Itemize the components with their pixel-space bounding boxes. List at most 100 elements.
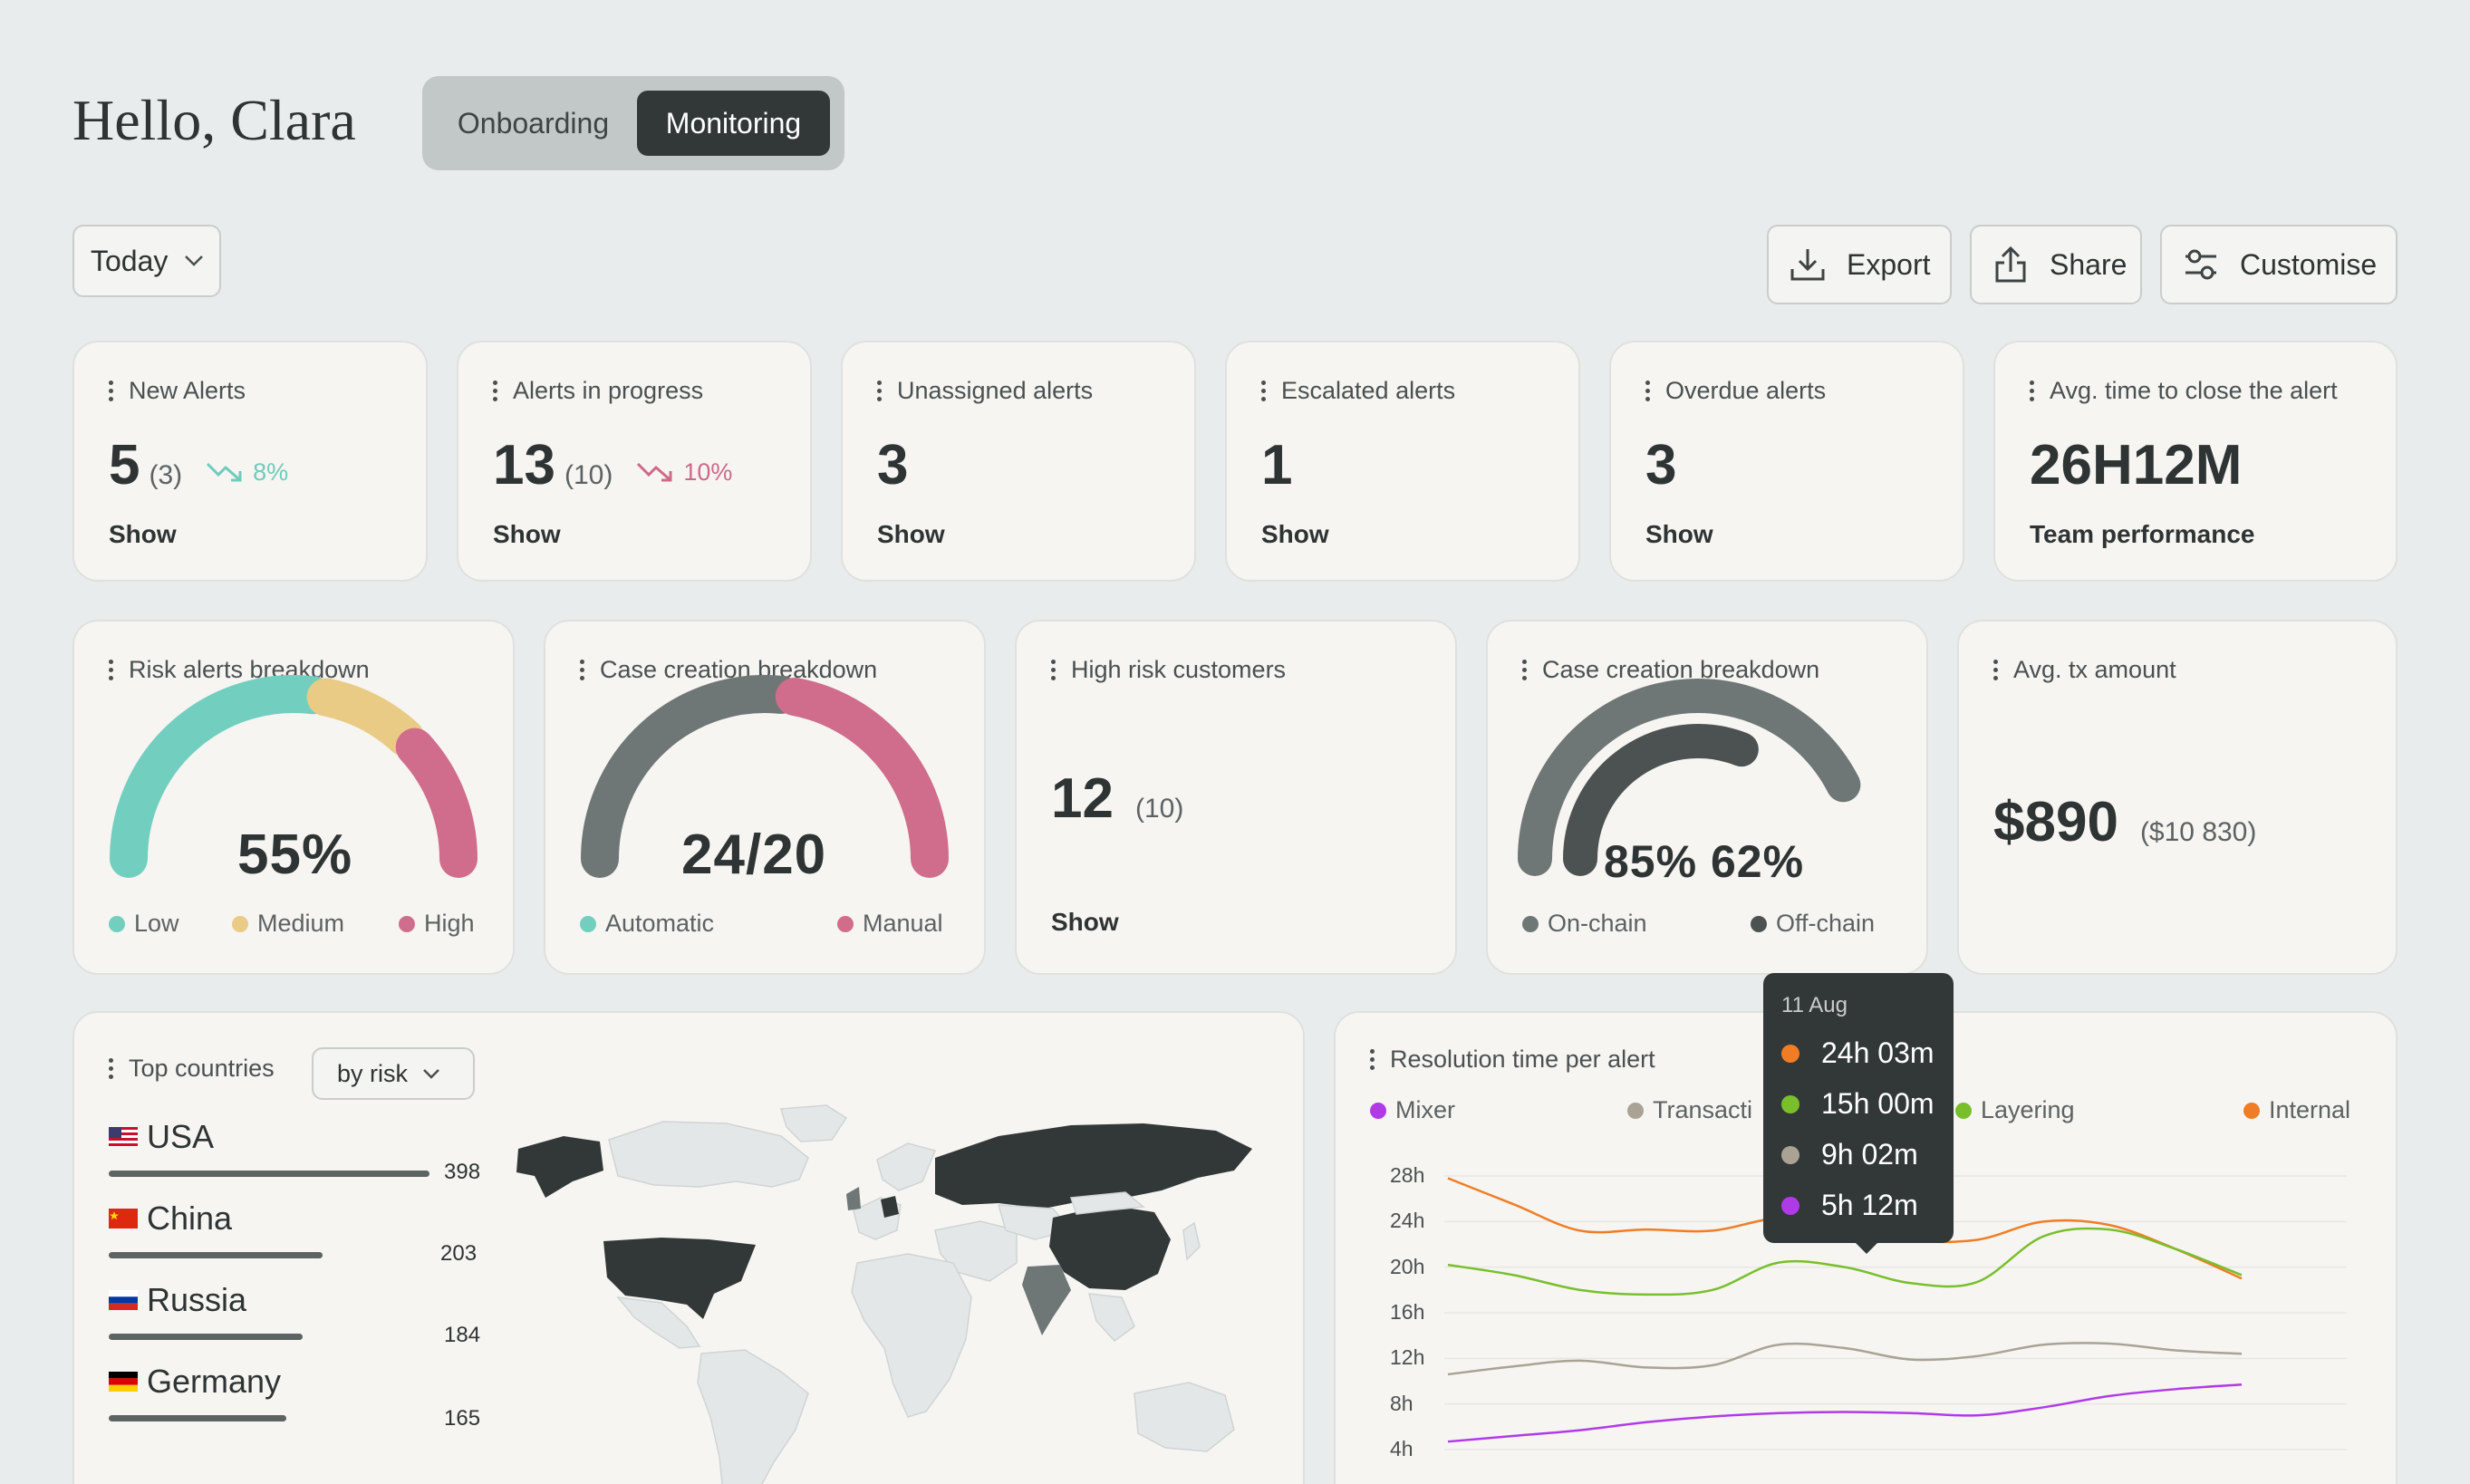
tooltip-row: 9h 02m [1781, 1138, 1918, 1171]
legend-item-layering[interactable]: Layering [1955, 1096, 2075, 1124]
tab-onboarding[interactable]: Onboarding [457, 106, 610, 140]
legend-item-internal[interactable]: Internal [2243, 1096, 2350, 1124]
gauge-ring [1563, 724, 1759, 876]
export-button[interactable]: Export [1767, 225, 1952, 304]
team-performance-link[interactable]: Team performance [2030, 520, 2255, 548]
chevron-down-icon [185, 255, 204, 266]
upload-icon [1995, 246, 2026, 283]
legend-label: Medium [257, 910, 345, 937]
series-line-layering [1447, 1227, 2243, 1296]
drag-handle-icon[interactable] [1051, 660, 1057, 680]
legend-dot [1751, 915, 1767, 932]
kpi-trend: 10% [683, 458, 733, 486]
y-tick-label: 4h [1390, 1437, 1413, 1460]
world-map[interactable] [509, 1103, 1270, 1484]
drag-handle-icon[interactable] [580, 660, 585, 680]
show-link[interactable]: Show [877, 520, 945, 548]
drag-handle-icon[interactable] [1645, 381, 1651, 401]
list-item[interactable]: Russia [109, 1281, 246, 1319]
map-greenland [780, 1104, 848, 1142]
legend-label: Low [134, 910, 179, 937]
show-link[interactable]: Show [1645, 520, 1713, 548]
tooltip-dot [1781, 1044, 1799, 1063]
list-item[interactable]: USA [109, 1118, 214, 1156]
show-link[interactable]: Show [1051, 908, 1119, 936]
map-canada [608, 1121, 809, 1188]
legend-item-mixer[interactable]: Mixer [1370, 1096, 1455, 1124]
list-item[interactable]: China [109, 1200, 232, 1238]
show-link[interactable]: Show [1261, 520, 1329, 548]
map-scandinavia [876, 1142, 937, 1191]
period-label: Today [91, 244, 169, 277]
share-button[interactable]: Share [1970, 225, 2142, 304]
drag-handle-icon[interactable] [1370, 1049, 1375, 1070]
map-mongolia [1069, 1191, 1145, 1215]
case-creation-card: Case creation breakdown 24/20 Automatic … [544, 620, 986, 975]
card-title: Resolution time per alert [1390, 1046, 1655, 1073]
legend-label: Manual [863, 910, 943, 937]
drag-handle-icon[interactable] [1993, 660, 1999, 680]
view-switcher: Onboarding Monitoring [422, 76, 844, 170]
y-tick-label: 8h [1390, 1391, 1413, 1415]
kpi-card-new-alerts: New Alerts 5 (3) 8% Show [72, 341, 428, 582]
gauge-ring [1518, 679, 1861, 876]
customise-button[interactable]: Customise [2160, 225, 2398, 304]
country-filter-select[interactable]: by risk [312, 1047, 475, 1100]
tooltip-row: 15h 00m [1781, 1087, 1935, 1121]
country-bar [109, 1171, 429, 1177]
drag-handle-icon[interactable] [877, 381, 883, 401]
avg-tx-amount-card: Avg. tx amount $890 ($10 830) [1957, 620, 2398, 975]
legend-label: On-chain [1548, 910, 1647, 937]
high-risk-customers-card: High risk customers 12 (10) Show [1015, 620, 1457, 975]
show-link[interactable]: Show [493, 520, 561, 548]
y-tick-label: 24h [1390, 1209, 1425, 1233]
download-icon [1790, 249, 1825, 281]
case-creation-chain-card: Case creation breakdown 85% 62% On-chain… [1486, 620, 1928, 975]
metric-previous: (10) [1134, 794, 1184, 824]
kpi-trend: 8% [253, 458, 289, 486]
tooltip-date: 11 Aug [1781, 993, 1848, 1017]
map-india [1022, 1265, 1071, 1335]
export-label: Export [1847, 247, 1931, 281]
country-name: China [147, 1200, 233, 1237]
country-name: USA [147, 1118, 215, 1155]
drag-handle-icon[interactable] [493, 381, 498, 401]
kpi-title: Overdue alerts [1665, 377, 1827, 404]
y-tick-label: 16h [1390, 1300, 1425, 1324]
drag-handle-icon[interactable] [109, 381, 114, 401]
drag-handle-icon[interactable] [1522, 660, 1528, 680]
period-select[interactable]: Today [72, 225, 221, 297]
list-item[interactable]: Germany [109, 1363, 281, 1401]
legend-label: Mixer [1395, 1096, 1455, 1123]
legend-dot [2243, 1102, 2260, 1119]
legend-dot [1955, 1102, 1972, 1119]
legend-dot [1370, 1102, 1386, 1119]
kpi-value: 1 [1261, 434, 1293, 496]
kpi-previous: (10) [564, 460, 613, 490]
tooltip-value: 5h 12m [1821, 1189, 1918, 1221]
drag-handle-icon[interactable] [109, 660, 114, 680]
tooltip-dot [1781, 1145, 1799, 1164]
metric-previous: ($10 830) [2139, 817, 2257, 847]
kpi-title: New Alerts [129, 377, 246, 404]
legend-item-transaction[interactable]: Transacti [1627, 1096, 1752, 1124]
map-se-asia [1087, 1293, 1135, 1343]
tab-monitoring[interactable]: Monitoring [637, 91, 830, 156]
kpi-title: Unassigned alerts [897, 377, 1094, 404]
drag-handle-icon[interactable] [109, 1058, 114, 1079]
show-link[interactable]: Show [109, 520, 177, 548]
kpi-title: Alerts in progress [513, 377, 704, 404]
kpi-card-alerts-in-progress: Alerts in progress 13 (10) 10% Show [457, 341, 812, 582]
card-title: Case creation breakdown [1542, 656, 1820, 683]
kpi-card-avg-time-to-close: Avg. time to close the alert 26H12M Team… [1993, 341, 2398, 582]
chart-tooltip: 11 Aug 24h 03m 15h 00m 9h 02m 5h 12m [1763, 973, 1954, 1254]
drag-handle-icon[interactable] [1261, 381, 1267, 401]
customise-label: Customise [2240, 247, 2378, 281]
drag-handle-icon[interactable] [2030, 381, 2035, 401]
legend-dot [1522, 915, 1539, 932]
gauge-segment [775, 677, 949, 878]
kpi-title: Escalated alerts [1281, 377, 1456, 404]
map-china [1049, 1205, 1171, 1290]
risk-alerts-card: Risk alerts breakdown 55% Low Medium Hig… [72, 620, 515, 975]
metric-value: $890 [1993, 791, 2118, 853]
